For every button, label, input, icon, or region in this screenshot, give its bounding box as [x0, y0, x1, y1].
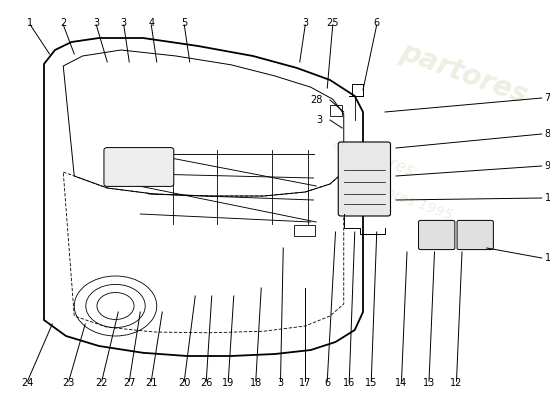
- Text: 15: 15: [365, 378, 377, 388]
- Text: 3: 3: [317, 115, 323, 125]
- Text: 7: 7: [544, 93, 550, 103]
- Text: 12: 12: [450, 378, 463, 388]
- Text: 26: 26: [200, 378, 212, 388]
- Text: 8: 8: [544, 129, 550, 139]
- FancyBboxPatch shape: [419, 220, 455, 250]
- Text: partores 1995: partores 1995: [358, 176, 455, 223]
- Text: partores: partores: [396, 38, 531, 110]
- Text: 16: 16: [343, 378, 355, 388]
- Text: 25: 25: [327, 18, 339, 28]
- Text: 2: 2: [60, 18, 67, 28]
- Text: 6: 6: [373, 18, 380, 28]
- Text: 9: 9: [544, 161, 550, 171]
- Text: 13: 13: [423, 378, 435, 388]
- FancyBboxPatch shape: [338, 142, 390, 216]
- Text: 14: 14: [395, 378, 408, 388]
- Text: 6: 6: [324, 378, 331, 388]
- Text: 4: 4: [148, 18, 155, 28]
- Text: 21: 21: [145, 378, 157, 388]
- Text: 22: 22: [96, 378, 108, 388]
- Text: 3: 3: [93, 18, 100, 28]
- Text: a partores: a partores: [330, 134, 416, 180]
- Text: 19: 19: [222, 378, 234, 388]
- Text: 17: 17: [299, 378, 311, 388]
- Text: 27: 27: [123, 378, 135, 388]
- Text: 18: 18: [250, 378, 262, 388]
- Text: 11: 11: [544, 253, 550, 263]
- Bar: [294, 225, 315, 236]
- FancyBboxPatch shape: [457, 220, 493, 250]
- Text: 24: 24: [21, 378, 34, 388]
- Text: 3: 3: [302, 18, 309, 28]
- Text: 23: 23: [63, 378, 75, 388]
- Bar: [330, 105, 342, 116]
- Text: 20: 20: [178, 378, 190, 388]
- Text: 3: 3: [120, 18, 127, 28]
- Text: 1: 1: [27, 18, 34, 28]
- Text: 10: 10: [544, 193, 550, 203]
- FancyBboxPatch shape: [104, 148, 174, 186]
- Text: 5: 5: [181, 18, 188, 28]
- Text: 28: 28: [310, 95, 323, 105]
- Text: 3: 3: [277, 378, 284, 388]
